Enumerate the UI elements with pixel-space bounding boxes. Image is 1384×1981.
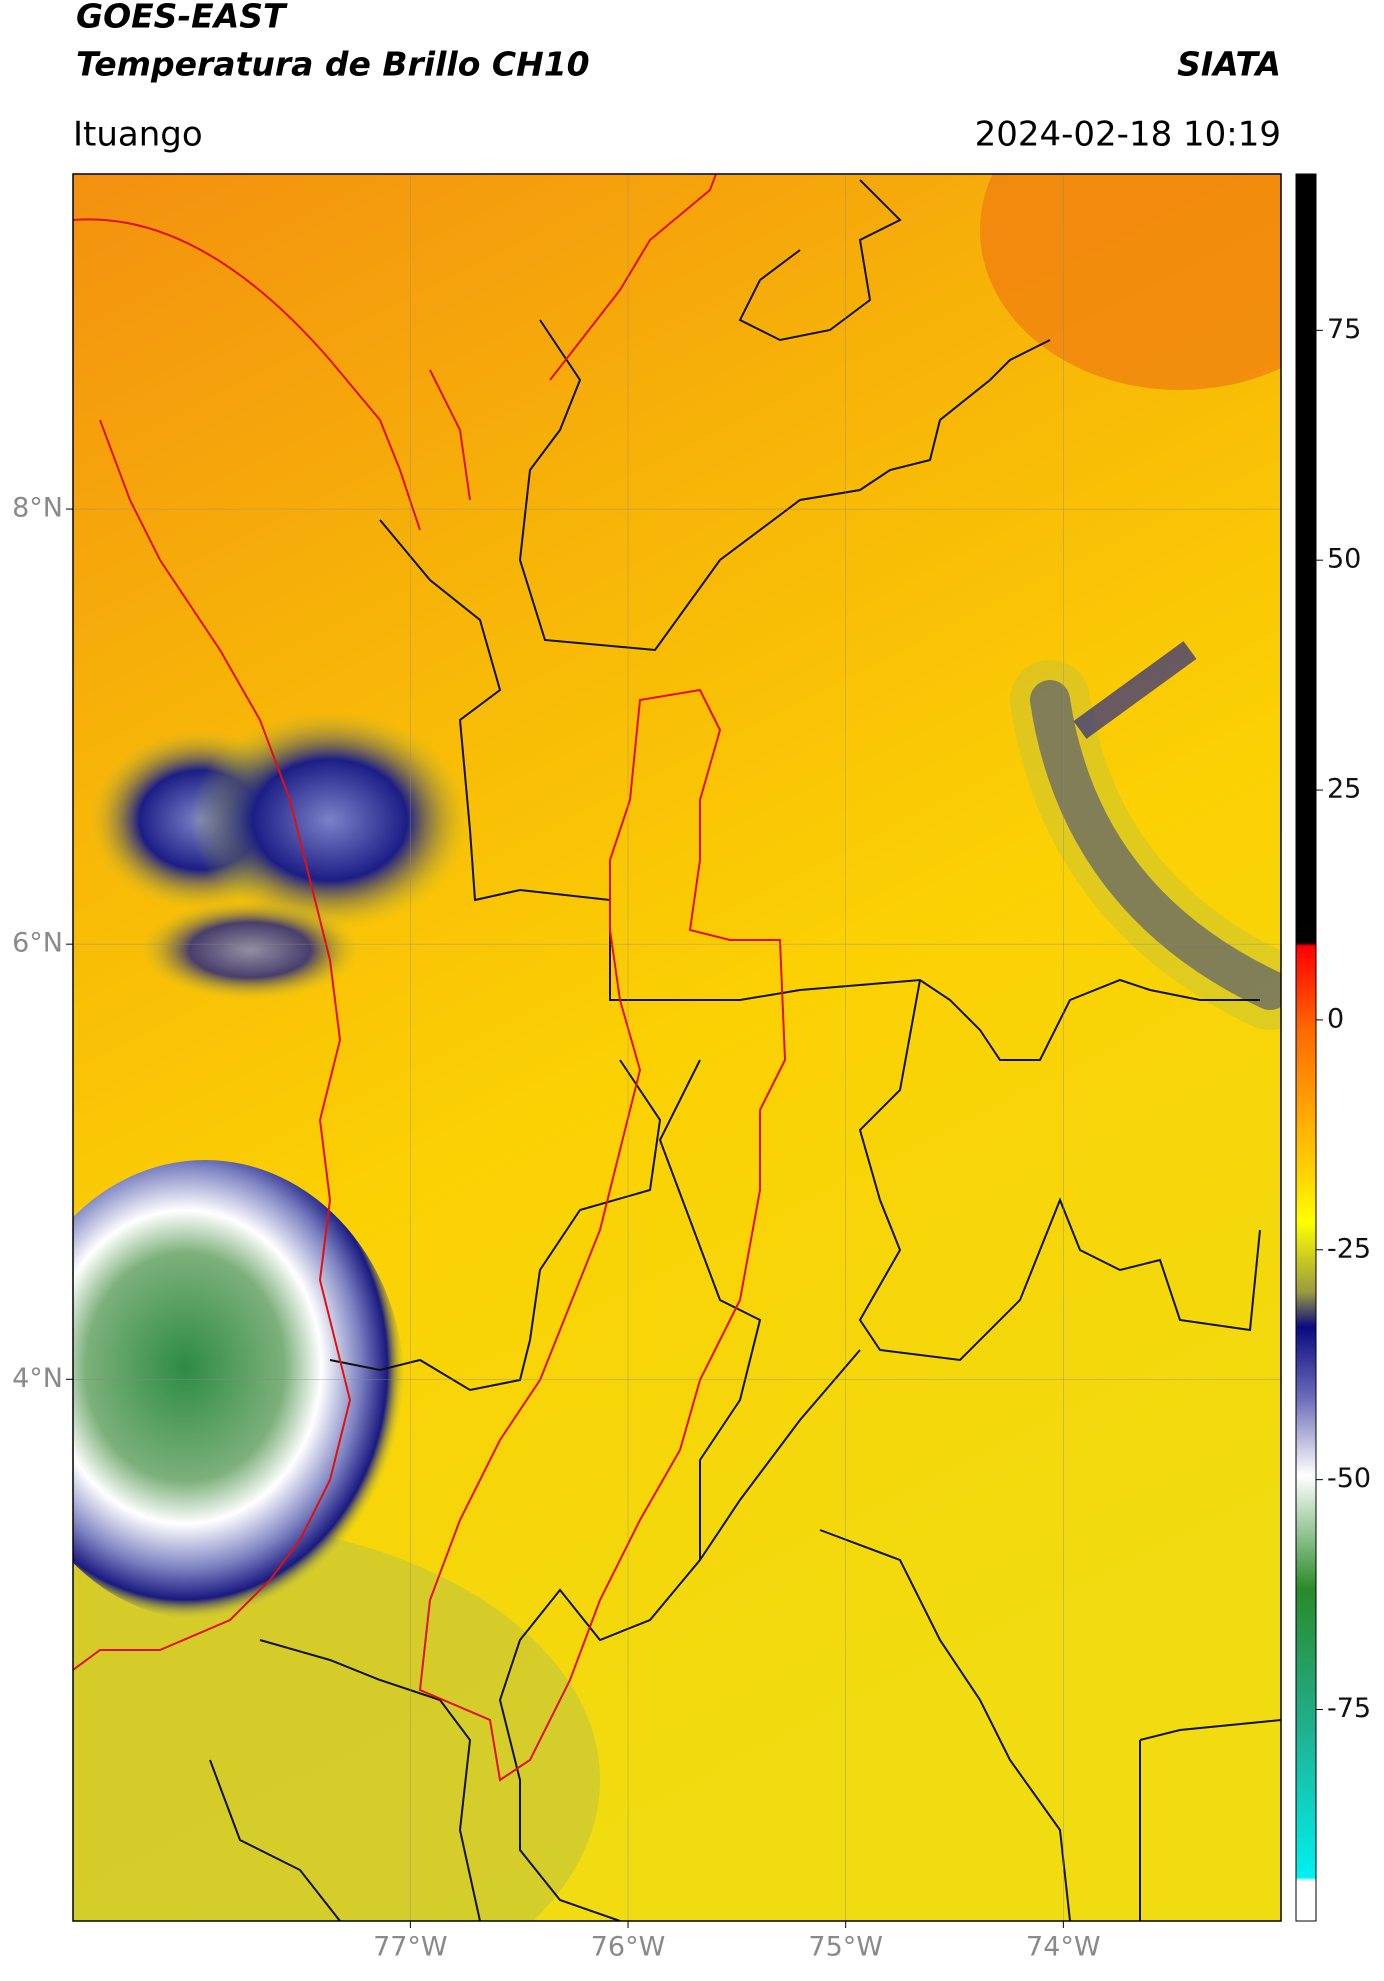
- colorbar: [1295, 173, 1317, 1922]
- colorbar-tick-label: -25: [1327, 1233, 1371, 1264]
- x-tick-label: 74°W: [1026, 1932, 1101, 1963]
- border: [518, 319, 1051, 652]
- border: [329, 1059, 662, 1392]
- x-tick-label: 76°W: [591, 1932, 666, 1963]
- haze: [73, 1520, 600, 1921]
- y-tick-label: 6°N: [12, 928, 63, 959]
- colorbar-tick-label: 75: [1327, 314, 1361, 345]
- coastline: [73, 419, 352, 1671]
- cloud-band: [1030, 680, 1281, 1010]
- x-tick-label: 77°W: [373, 1932, 448, 1963]
- cloud: [140, 900, 360, 1000]
- basin-outline: [418, 688, 787, 1782]
- colorbar-tick-label: 50: [1327, 544, 1361, 575]
- cloud: [190, 710, 470, 930]
- title: GOES-EAST: [76, 0, 288, 36]
- border: [498, 1059, 762, 1921]
- colorbar-tick-label: 25: [1327, 774, 1361, 805]
- border: [379, 519, 1260, 1061]
- timestamp: 2024-02-18 10:19: [975, 115, 1281, 155]
- border: [699, 1349, 1281, 1921]
- colorbar-tick-label: -50: [1327, 1463, 1371, 1494]
- source: SIATA: [1177, 45, 1281, 84]
- warm-area: [980, 174, 1281, 390]
- subtitle: Temperatura de Brillo CH10: [76, 45, 590, 84]
- x-tick-label: 75°W: [808, 1932, 883, 1963]
- grid: [73, 174, 1281, 1921]
- border: [209, 1639, 481, 1921]
- y-tick-label: 8°N: [12, 493, 63, 524]
- map-image: [73, 174, 1281, 1921]
- location: Ituango: [73, 115, 203, 155]
- cloud-band: [1073, 641, 1197, 739]
- colorbar-tick-label: 0: [1327, 1003, 1344, 1034]
- map-frame: [72, 173, 1282, 1922]
- coastline: [73, 174, 717, 531]
- cloud-band: [1010, 660, 1281, 1030]
- cloud: [73, 1160, 405, 1620]
- border: [738, 179, 902, 342]
- border: [858, 979, 1261, 1362]
- colorbar-tick-label: -75: [1327, 1693, 1371, 1724]
- y-tick-label: 4°N: [12, 1363, 63, 1394]
